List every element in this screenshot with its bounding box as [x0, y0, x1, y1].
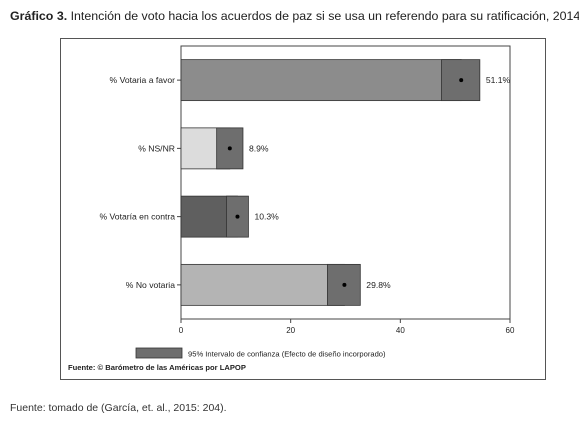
x-tick-label: 40	[396, 326, 405, 335]
bar-chart: 0 20 40 60 % Votaria a favor % NS/NR % Votaría…	[68, 45, 515, 372]
legend-group: 95% Intervalo de confianza (Efecto de di…	[135, 347, 386, 359]
category-label: % No votaria	[126, 280, 175, 290]
bars-group: 51.1% 8.9% 10.3% 29.8%	[180, 59, 511, 306]
legend-label: 95% Intervalo de confianza (Efecto de di…	[188, 350, 386, 359]
value-label: 29.8%	[366, 280, 391, 290]
point-estimate	[342, 282, 347, 287]
value-label: 8.9%	[249, 143, 269, 153]
figure-label: Gráfico 3.	[10, 9, 68, 23]
category-label: % NS/NR	[138, 143, 175, 153]
chart-frame: 0 20 40 60 % Votaria a favor % NS/NR % Votaría…	[60, 38, 546, 380]
category-label: % Votaria a favor	[110, 75, 176, 85]
plot-area-border	[180, 45, 511, 320]
point-estimate	[235, 214, 240, 219]
value-label: 10.3%	[254, 212, 279, 222]
point-estimate	[227, 146, 232, 151]
figure-title: Gráfico 3. Intención de voto hacia los a…	[10, 9, 579, 23]
category-label: % Votaría en contra	[100, 212, 176, 222]
figure-caption: Intención de voto hacia los acuerdos de …	[67, 9, 579, 23]
chart-source: Fuente: © Barómetro de las Américas por …	[68, 363, 246, 372]
x-tick-label: 0	[179, 326, 184, 335]
bottom-source: Fuente: tomado de (García, et. al., 2015…	[10, 402, 227, 414]
legend-swatch	[135, 347, 183, 359]
point-estimate	[459, 78, 464, 83]
value-label: 51.1%	[486, 75, 511, 85]
axes-group: 0 20 40 60 % Votaria a favor % NS/NR % Votaría…	[100, 45, 515, 335]
x-tick-label: 60	[506, 326, 515, 335]
bar	[180, 59, 462, 102]
x-tick-label: 20	[286, 326, 295, 335]
ci-box	[216, 127, 244, 170]
bar	[180, 263, 345, 306]
